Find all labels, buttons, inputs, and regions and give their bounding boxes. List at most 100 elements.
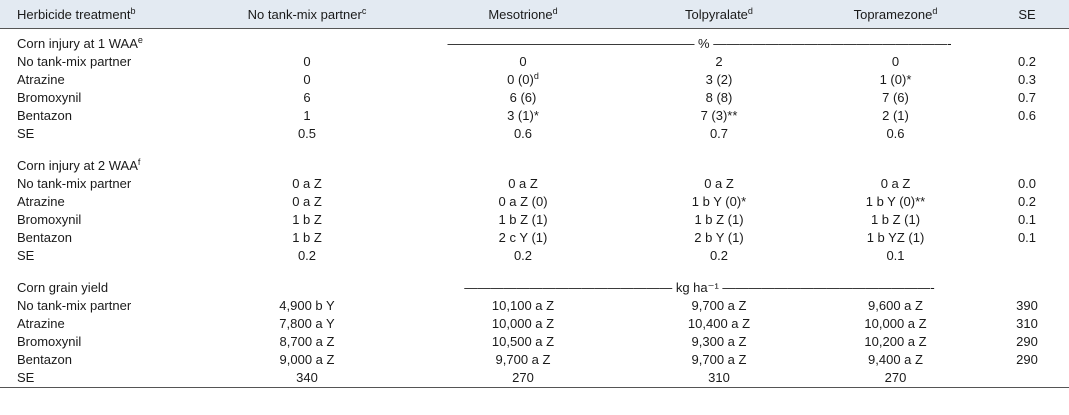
cell: 10,000 a Z <box>864 316 927 331</box>
cell: 1 b Z (1) <box>694 212 744 227</box>
section-title-row: Corn injury at 1 WAAe ——————————————————… <box>0 29 1069 54</box>
table-row-se: SE 340 270 310 270 <box>0 369 1069 388</box>
cell: 0 a Z <box>880 176 911 191</box>
cell: 9,700 a Z <box>691 298 747 313</box>
cell: 0 a Z <box>292 176 322 191</box>
cell: 1 b YZ (1) <box>866 230 925 245</box>
cell: 0 <box>519 54 527 69</box>
cell <box>985 125 1069 143</box>
cell: 7,800 a Y <box>279 316 335 331</box>
cell: 0.1 <box>1017 230 1037 245</box>
cell: 1 b Z <box>292 230 322 245</box>
table-row: Bromoxynil 6 6 (6) 8 (8) 7 (6) 0.7 <box>0 89 1069 107</box>
cell: 0.1 <box>886 248 905 263</box>
section-title-row: Corn injury at 2 WAAf <box>0 157 1069 175</box>
cell: 0.2 <box>1017 194 1037 209</box>
cell: 310 <box>632 369 806 388</box>
table-row: Atrazine 0 a Z 0 a Z (0) 1 b Y (0)* 1 b … <box>0 193 1069 211</box>
cell: 2 b Y (1) <box>694 230 744 245</box>
header-mesotrione: Mesotrioned <box>414 0 632 29</box>
cell: 3 (1)* <box>507 108 539 123</box>
cell: 7 (3)** <box>700 108 738 123</box>
row-label: Bromoxynil <box>17 212 82 227</box>
cell: 9,000 a Z <box>279 352 335 367</box>
cell: 0.5 <box>297 126 317 141</box>
section-title: Corn grain yield <box>17 280 109 295</box>
cell: 0.7 <box>709 126 729 141</box>
cell: 0 <box>303 54 311 69</box>
row-label: No tank-mix partner <box>17 176 132 191</box>
cell: 1 b Z (1) <box>870 212 921 227</box>
cell: 3 (2) <box>705 72 733 87</box>
cell: 1 <box>303 108 311 123</box>
row-label: No tank-mix partner <box>17 54 132 69</box>
cell: 0.6 <box>886 126 905 141</box>
cell: 1 b Z <box>292 212 322 227</box>
cell: 6 <box>303 90 311 105</box>
header-row: Herbicide treatmentb No tank-mix partner… <box>0 0 1069 29</box>
cell: 0 a Z <box>508 176 538 191</box>
cell: 2 <box>715 54 723 69</box>
row-label: SE <box>17 126 35 141</box>
cell: 390 <box>1016 298 1038 313</box>
cell: 6 (6) <box>509 90 537 105</box>
table-row: Bromoxynil 1 b Z 1 b Z (1) 1 b Z (1) 1 b… <box>0 211 1069 229</box>
table-row: Bentazon 1 3 (1)* 7 (3)** 2 (1) 0.6 <box>0 107 1069 125</box>
cell: 9,700 a Z <box>691 352 747 367</box>
unit-label: ——————————————————— % ——————————————————… <box>447 36 952 51</box>
row-label: Atrazine <box>17 194 65 209</box>
row-label: Atrazine <box>17 316 65 331</box>
row-label: No tank-mix partner <box>17 298 132 313</box>
cell: 0 a Z (0) <box>498 194 548 209</box>
cell: 10,000 a Z <box>491 316 555 331</box>
table-row-se: SE 0.5 0.6 0.7 0.6 <box>0 125 1069 143</box>
cell: 2 (1) <box>882 108 909 123</box>
cell: 9,300 a Z <box>691 334 747 349</box>
cell: 9,400 a Z <box>868 352 923 367</box>
cell: 290 <box>1016 334 1038 349</box>
cell: 310 <box>1016 316 1038 331</box>
section-title: Corn injury at 2 WAAf <box>17 157 141 174</box>
cell: 0 a Z <box>704 176 734 191</box>
row-label: Bentazon <box>17 230 72 245</box>
cell: 8,700 a Z <box>279 334 335 349</box>
cell: 0 <box>891 54 900 69</box>
cell: 1 (0)* <box>879 72 912 87</box>
cell: 9,700 a Z <box>495 352 551 367</box>
cell <box>985 369 1069 388</box>
cell: 0.2 <box>513 248 533 263</box>
cell: 0.7 <box>1017 90 1037 105</box>
unit-label: ———————————————— kg ha⁻¹ ———————————————… <box>464 280 935 295</box>
cell: 0.2 <box>297 248 317 263</box>
cell: 0.6 <box>513 126 533 141</box>
header-treatment: Herbicide treatmentb <box>0 0 200 29</box>
cell: 0.2 <box>709 248 729 263</box>
table-row: Atrazine 7,800 a Y 10,000 a Z 10,400 a Z… <box>0 315 1069 333</box>
table-row: Atrazine 0 0 (0)d 3 (2) 1 (0)* 0.3 <box>0 71 1069 89</box>
cell: 7 (6) <box>882 90 909 105</box>
cell: 0 a Z <box>292 194 322 209</box>
table-row: No tank-mix partner 0 0 2 0 0.2 <box>0 53 1069 71</box>
cell: 2 c Y (1) <box>498 230 548 245</box>
cell: 4,900 b Y <box>279 298 335 313</box>
results-table: Herbicide treatmentb No tank-mix partner… <box>0 0 1069 388</box>
section-title-row: Corn grain yield ———————————————— kg ha⁻… <box>0 279 1069 297</box>
cell: 290 <box>1016 352 1038 367</box>
cell: 10,200 a Z <box>864 334 927 349</box>
row-label: SE <box>0 369 200 388</box>
cell: 9,600 a Z <box>868 298 923 313</box>
header-tolpyralate: Tolpyralated <box>632 0 806 29</box>
cell: 1 b Z (1) <box>498 212 548 227</box>
cell: 8 (8) <box>705 90 733 105</box>
cell: 0.2 <box>1017 54 1037 69</box>
header-topramezone: Topramezoned <box>806 0 985 29</box>
header-se: SE <box>985 0 1069 29</box>
cell: 10,100 a Z <box>491 298 555 313</box>
row-label: Atrazine <box>17 72 65 87</box>
table-row: No tank-mix partner 0 a Z 0 a Z 0 a Z 0 … <box>0 175 1069 193</box>
cell: 340 <box>200 369 414 388</box>
cell: 270 <box>806 369 985 388</box>
cell: 0.6 <box>1017 108 1037 123</box>
cell: 10,400 a Z <box>687 316 751 331</box>
